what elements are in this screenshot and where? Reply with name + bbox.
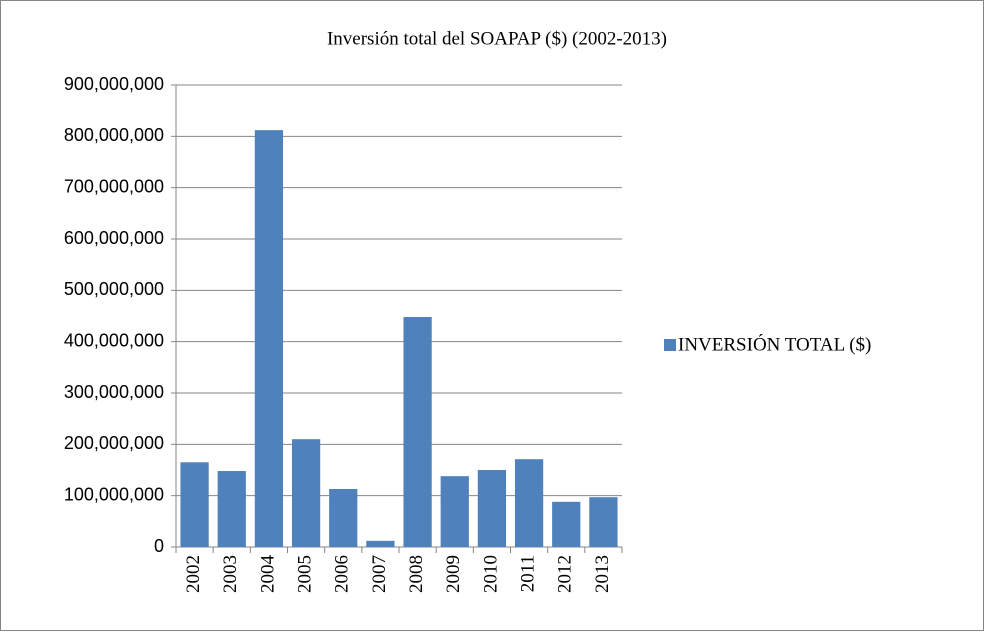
bar bbox=[589, 497, 618, 547]
x-tick-label: 2007 bbox=[369, 555, 390, 593]
bar bbox=[552, 501, 581, 547]
y-tick-label: 200,000,000 bbox=[64, 433, 164, 453]
bar bbox=[180, 462, 209, 547]
y-tick-label: 500,000,000 bbox=[64, 279, 164, 299]
bar bbox=[291, 439, 321, 547]
x-tick-label: 2012 bbox=[555, 555, 576, 593]
x-tick-label: 2009 bbox=[443, 555, 464, 593]
x-tick-label: 2013 bbox=[592, 555, 613, 593]
y-tick-label: 600,000,000 bbox=[64, 228, 164, 248]
bar bbox=[403, 317, 432, 547]
x-tick-label: 2004 bbox=[257, 555, 278, 594]
x-tick-label: 2011 bbox=[517, 555, 538, 592]
y-tick-label: 0 bbox=[154, 536, 164, 556]
y-tick-label: 800,000,000 bbox=[64, 125, 164, 145]
legend-label: INVERSIÓN TOTAL ($) bbox=[678, 333, 871, 355]
y-tick-label: 700,000,000 bbox=[64, 176, 164, 196]
y-tick-label: 100,000,000 bbox=[64, 484, 164, 504]
chart-title: Inversión total del SOAPAP ($) (2002-201… bbox=[327, 28, 667, 49]
x-tick-label: 2005 bbox=[294, 555, 315, 593]
y-tick-label: 400,000,000 bbox=[64, 330, 164, 350]
bar bbox=[254, 130, 284, 547]
x-tick-label: 2006 bbox=[332, 555, 353, 593]
bar bbox=[366, 540, 395, 547]
x-tick-label: 2008 bbox=[406, 555, 427, 593]
x-tick-label: 2010 bbox=[480, 555, 501, 593]
bar bbox=[329, 488, 358, 547]
x-tick-label: 2002 bbox=[183, 555, 204, 593]
bar bbox=[514, 459, 544, 547]
bar bbox=[477, 470, 507, 547]
y-tick-label: 300,000,000 bbox=[64, 382, 164, 402]
y-tick-label: 900,000,000 bbox=[64, 74, 164, 94]
legend-swatch bbox=[664, 339, 676, 351]
bar bbox=[217, 471, 246, 547]
bar bbox=[440, 476, 469, 547]
x-tick-label: 2003 bbox=[220, 555, 241, 593]
